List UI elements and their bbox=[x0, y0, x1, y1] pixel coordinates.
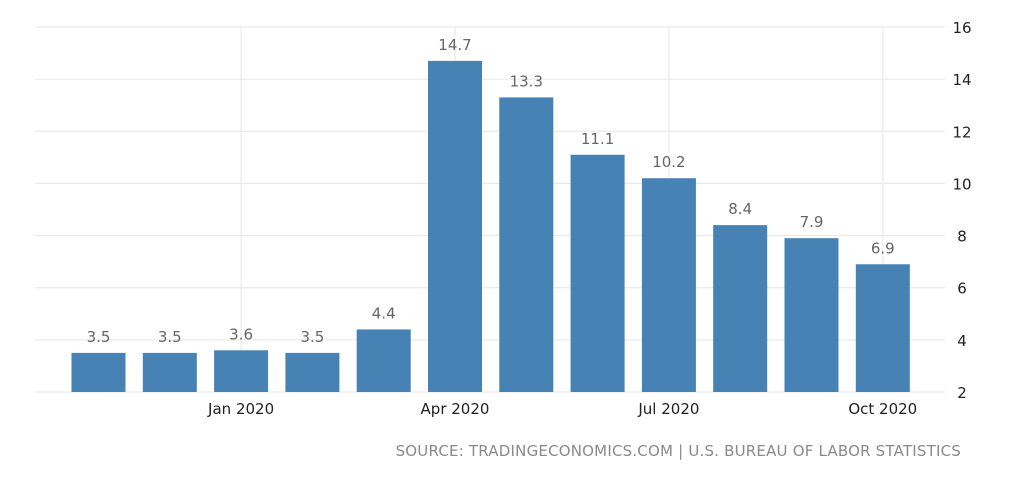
y-axis: 2 4 6 8 10 12 14 16 bbox=[952, 19, 971, 402]
value-labels: 3.5 3.5 3.6 3.5 4.4 14.7 13.3 11.1 10.2 8.4 7.9 6.9 bbox=[87, 36, 895, 346]
bar bbox=[570, 154, 625, 392]
bar bbox=[784, 238, 839, 392]
x-tick-label: Apr 2020 bbox=[421, 400, 490, 418]
x-axis: Jan 2020 Apr 2020 Jul 2020 Oct 2020 bbox=[207, 400, 917, 418]
bar-value-label: 7.9 bbox=[800, 213, 824, 231]
grid-lines bbox=[35, 26, 945, 393]
bar-value-label: 3.5 bbox=[158, 328, 182, 346]
bar-value-label: 8.4 bbox=[728, 200, 752, 218]
bar bbox=[641, 178, 696, 392]
bar-value-label: 4.4 bbox=[372, 304, 396, 322]
bar-value-label: 13.3 bbox=[510, 72, 543, 90]
bar-value-label: 3.5 bbox=[300, 328, 324, 346]
bar bbox=[142, 352, 197, 392]
bar bbox=[499, 97, 554, 393]
bar bbox=[214, 350, 269, 392]
y-tick-label: 6 bbox=[957, 280, 967, 298]
y-tick-label: 12 bbox=[952, 123, 971, 141]
y-tick-label: 14 bbox=[952, 71, 971, 89]
bar bbox=[71, 352, 126, 392]
y-tick-label: 4 bbox=[957, 332, 967, 350]
bar-value-label: 14.7 bbox=[438, 36, 471, 54]
y-tick-label: 8 bbox=[957, 228, 967, 246]
y-tick-label: 10 bbox=[952, 175, 971, 193]
bar-value-label: 3.6 bbox=[229, 325, 253, 343]
bars bbox=[71, 60, 910, 393]
bar-value-label: 10.2 bbox=[652, 153, 685, 171]
bar bbox=[713, 225, 768, 392]
x-tick-label: Oct 2020 bbox=[848, 400, 917, 418]
x-tick-label: Jan 2020 bbox=[207, 400, 274, 418]
bar-value-label: 11.1 bbox=[581, 130, 614, 148]
bar bbox=[855, 264, 910, 392]
source-note: SOURCE: TRADINGECONOMICS.COM | U.S. BURE… bbox=[395, 442, 961, 460]
bar-value-label: 3.5 bbox=[87, 328, 111, 346]
y-tick-label: 16 bbox=[952, 19, 971, 37]
x-tick-label: Jul 2020 bbox=[637, 400, 699, 418]
bar-value-label: 6.9 bbox=[871, 239, 895, 257]
y-tick-label: 2 bbox=[957, 384, 967, 402]
bar bbox=[428, 60, 482, 393]
bar bbox=[285, 352, 340, 392]
bar bbox=[356, 329, 411, 392]
